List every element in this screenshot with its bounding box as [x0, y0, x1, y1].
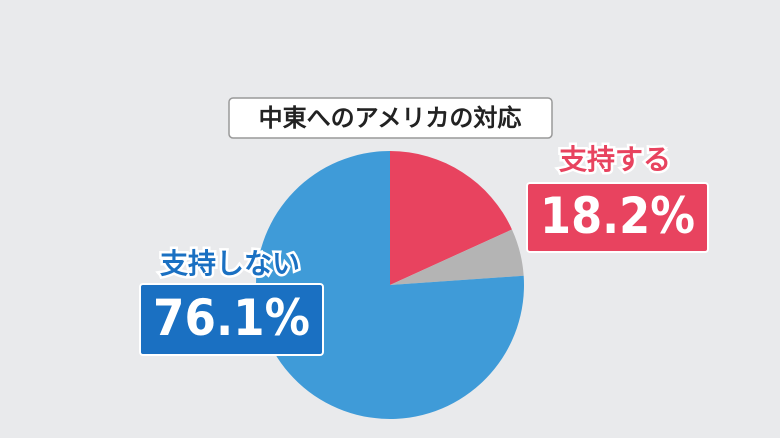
value-label: 18.2%: [540, 187, 695, 245]
value-label-box: [526, 182, 709, 253]
pie-slice: [390, 229, 524, 285]
value-label-box: [139, 283, 324, 356]
category-label: 支持しない: [160, 247, 300, 280]
pie-slice: [390, 151, 512, 285]
value-label: 76.1%: [153, 289, 310, 347]
title-box: [228, 97, 553, 139]
chart-title: 中東へのアメリカの対応: [259, 104, 522, 132]
category-label: 支持する: [559, 143, 671, 176]
